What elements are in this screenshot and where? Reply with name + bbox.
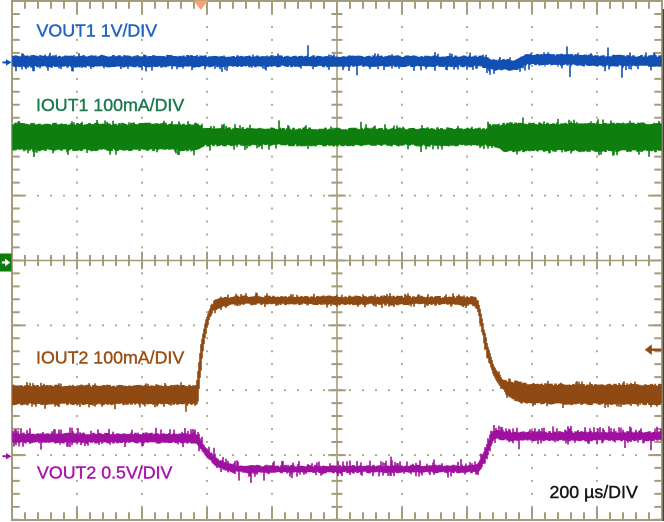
svg-text:200 µs/DIV: 200 µs/DIV	[550, 482, 638, 502]
svg-text:VOUT1 1V/DIV: VOUT1 1V/DIV	[37, 21, 158, 41]
svg-text:VOUT2 0.5V/DIV: VOUT2 0.5V/DIV	[37, 463, 173, 483]
svg-text:IOUT2 100mA/DIV: IOUT2 100mA/DIV	[36, 347, 184, 367]
svg-text:IOUT1 100mA/DIV: IOUT1 100mA/DIV	[36, 95, 184, 115]
